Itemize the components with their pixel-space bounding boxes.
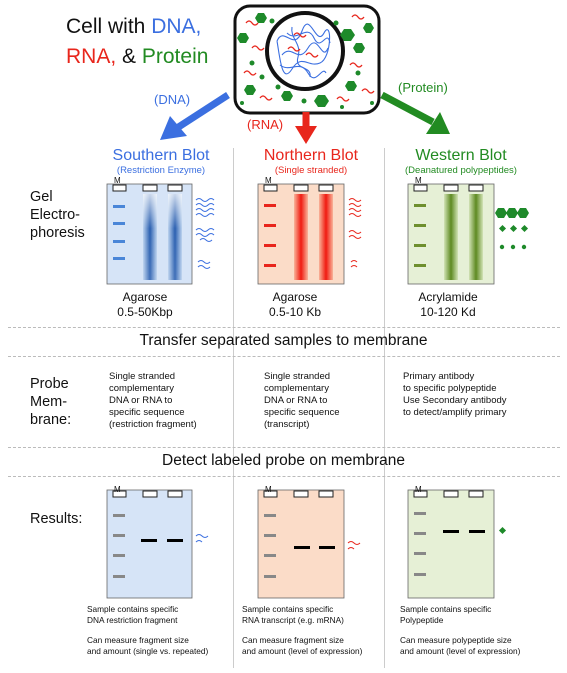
detect-divider [8, 447, 560, 448]
southern-result-line-2: DNA restriction fragment [87, 614, 178, 625]
western-result-line-2: Polypeptide [400, 614, 444, 625]
row-label-probe-line1: Probe [30, 376, 69, 392]
protein-arrow [380, 91, 450, 134]
dna-strands [276, 23, 331, 79]
western-probe-line-2: to specific polypeptide [403, 383, 497, 394]
dna-arrow-label: (DNA) [154, 92, 191, 107]
southern-gel-range: 0.5-50Kbp [117, 305, 173, 319]
arrows-layer [160, 91, 450, 144]
detect-divider-bottom [8, 476, 560, 477]
southern-result-membrane [106, 489, 209, 599]
western-gel [407, 183, 529, 285]
title-rna: RNA, [66, 45, 117, 68]
northern-gel-label: Agarose 0.5-10 Kb [240, 290, 350, 320]
western-title: Western Blot [415, 147, 507, 164]
southern-probe-line-4: specific sequence [109, 407, 185, 418]
western-result-line-4: and amount (level of expression) [400, 645, 521, 656]
dna-arrow [160, 92, 230, 140]
northern-title: Northern Blot [263, 147, 359, 164]
title-prefix: Cell with [66, 15, 152, 38]
column-divider-1 [233, 148, 234, 668]
title-line-2: RNA, & Protein [66, 44, 208, 69]
southern-gel [106, 183, 215, 285]
row-label-results: Results: [30, 511, 83, 527]
southern-result-line-4: and amount (single vs. repeated) [87, 645, 209, 656]
western-subtitle: (Deanatured polypeptides) [405, 165, 517, 176]
northern-gel-marker-label: M [265, 176, 272, 185]
southern-probe-line-2: complementary [109, 383, 174, 394]
northern-result-line-4: and amount (level of expression) [242, 645, 363, 656]
row-label-gel-line3: phoresis [30, 225, 85, 241]
transfer-divider-bottom [8, 356, 560, 357]
southern-gel-type: Agarose [122, 290, 168, 304]
western-gel-label: Acrylamide 10-120 Kd [393, 290, 503, 320]
northern-probe-line-3: DNA or RNA to [264, 395, 328, 406]
rna-arrow-label: (RNA) [247, 117, 284, 132]
southern-probe-text: Single stranded complementary DNA or RNA… [109, 371, 197, 431]
western-probe-text: Primary antibody to specific polypeptide… [403, 371, 507, 419]
western-result-line-1: Sample contains specific [400, 604, 492, 614]
transfer-divider [8, 327, 560, 328]
southern-subtitle: (Restriction Enzyme) [116, 165, 206, 176]
western-result-membrane [407, 489, 507, 599]
row-label-probe-line2: Mem- [30, 394, 68, 410]
title-dna: DNA, [151, 15, 202, 38]
northern-result-marker-label: M [265, 485, 272, 494]
title-and: & [116, 45, 142, 68]
gel-row [106, 183, 529, 285]
western-gel-type: Acrylamide [418, 290, 478, 304]
title-line-1: Cell with DNA, [66, 14, 201, 39]
detect-heading: Detect labeled probe on membrane [162, 452, 405, 469]
northern-gel [257, 183, 362, 285]
northern-result-line-1: Sample contains specific [242, 604, 334, 614]
protein-arrow-label: (Protein) [398, 80, 448, 95]
row-label-gel-line1: Gel [30, 189, 53, 205]
western-result-line-3: Can measure polypeptide size [400, 635, 512, 645]
transfer-heading: Transfer separated samples to membrane [139, 332, 428, 349]
row-label-gel: Gel Electro- phoresis [30, 188, 85, 242]
southern-gel-marker-label: M [114, 176, 121, 185]
northern-probe-line-5: (transcript) [264, 419, 310, 430]
northern-result-line-3: Can measure fragment size [242, 635, 344, 645]
row-label-probe-line3: brane: [30, 412, 72, 428]
northern-probe-line-1: Single stranded [264, 371, 331, 382]
results-row [106, 489, 507, 599]
southern-result-marker-label: M [114, 485, 121, 494]
southern-probe-line-3: DNA or RNA to [109, 395, 173, 406]
southern-result-line-1: Sample contains specific [87, 604, 179, 614]
southern-probe-line-1: Single stranded [109, 371, 176, 382]
southern-probe-line-5: (restriction fragment) [109, 419, 197, 430]
northern-probe-line-4: specific sequence [264, 407, 340, 418]
southern-result-caption: Sample contains specific DNA restriction… [87, 604, 208, 656]
western-result-marker-label: M [415, 485, 422, 494]
column-divider-2 [384, 148, 385, 668]
title-protein: Protein [141, 45, 209, 68]
rna-cytoplasm [243, 14, 375, 102]
row-label-probe: Probe Mem- brane: [30, 375, 71, 429]
southern-gel-label: Agarose 0.5-50Kbp [90, 290, 200, 320]
northern-result-membrane [257, 489, 361, 599]
western-gel-marker-label: M [415, 176, 422, 185]
western-gel-range: 10-120 Kd [420, 305, 476, 319]
northern-gel-type: Agarose [272, 290, 318, 304]
northern-result-caption: Sample contains specific RNA transcript … [242, 604, 362, 656]
western-result-caption: Sample contains specific Polypeptide Can… [400, 604, 520, 656]
southern-result-line-3: Can measure fragment size [87, 635, 189, 645]
northern-result-line-2: RNA transcript (e.g. mRNA) [242, 614, 344, 625]
northern-probe-text: Single stranded complementary DNA or RNA… [264, 371, 340, 431]
protein-particles [237, 13, 374, 109]
western-probe-line-1: Primary antibody [403, 371, 475, 382]
western-probe-line-3: Use Secondary antibody [403, 395, 507, 406]
rna-in-nucleus [287, 32, 319, 58]
rna-arrow [295, 112, 317, 144]
northern-subtitle: (Single stranded) [274, 165, 348, 176]
southern-title: Southern Blot [112, 147, 210, 164]
northern-gel-range: 0.5-10 Kb [268, 305, 322, 319]
row-label-gel-line2: Electro- [30, 207, 80, 223]
northern-probe-line-2: complementary [264, 383, 329, 394]
western-probe-line-4: to detect/amplify primary [403, 407, 507, 418]
